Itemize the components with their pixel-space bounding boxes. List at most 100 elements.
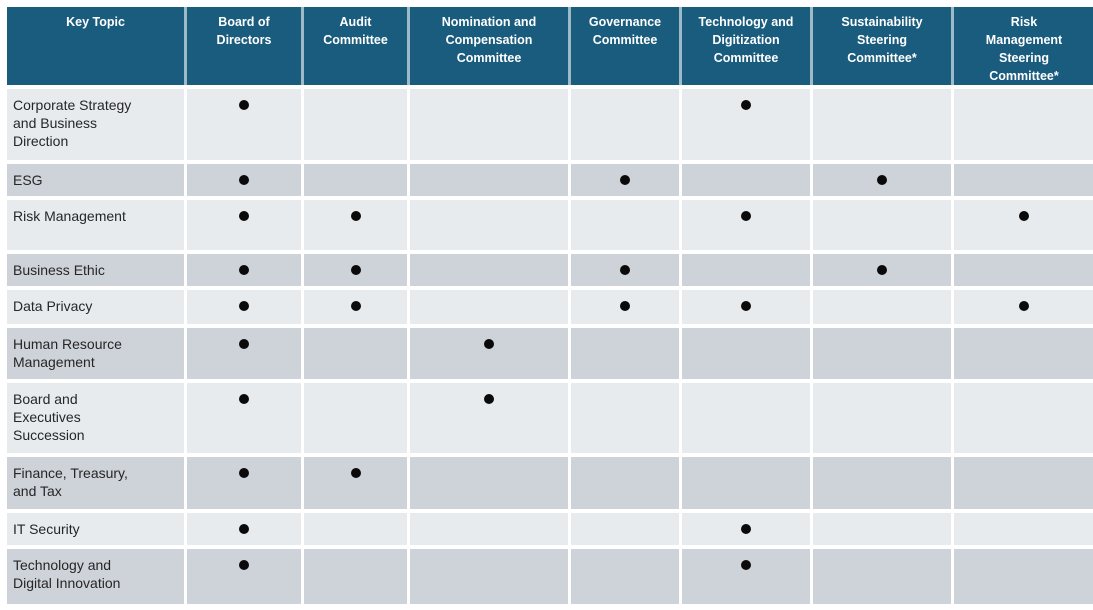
bullet-dot xyxy=(1019,211,1029,221)
mark-cell-sustainability_steering_committee xyxy=(813,457,951,509)
mark-cell-nomination_and_compensation_committee xyxy=(410,383,568,453)
mark-cell-audit_committee xyxy=(304,513,407,545)
bullet-dot xyxy=(741,211,751,221)
bullet-dot xyxy=(741,524,751,534)
header-cell-technology-and-digitization-committee: Technology and Digitization Committee xyxy=(682,7,810,85)
header-cell-key-topic: Key Topic xyxy=(7,7,184,85)
table-header-row: Key Topic Board of Directors Audit Commi… xyxy=(7,7,1093,85)
mark-cell-audit_committee xyxy=(304,200,407,250)
header-cell-risk-management-steering-committee: Risk Management Steering Committee* xyxy=(954,7,1093,85)
mark-cell-technology_and_digitization_committee xyxy=(682,164,810,196)
header-cell-audit-committee: Audit Committee xyxy=(304,7,407,85)
mark-cell-audit_committee xyxy=(304,164,407,196)
bullet-dot xyxy=(239,468,249,478)
header-cell-board-of-directors: Board of Directors xyxy=(187,7,301,85)
mark-cell-risk_management_steering_committee xyxy=(954,200,1093,250)
mark-cell-board_of_directors xyxy=(187,200,301,250)
mark-cell-audit_committee xyxy=(304,457,407,509)
mark-cell-audit_committee xyxy=(304,254,407,286)
bullet-dot xyxy=(620,265,630,275)
bullet-dot xyxy=(741,560,751,570)
mark-cell-audit_committee xyxy=(304,89,407,160)
table-row: Corporate Strategy and Business Directio… xyxy=(7,89,1093,160)
topic-cell: Risk Management xyxy=(7,200,184,250)
mark-cell-board_of_directors xyxy=(187,328,301,379)
header-cell-nomination-and-compensation-committee: Nomination and Compensation Committee xyxy=(410,7,568,85)
bullet-dot xyxy=(239,100,249,110)
mark-cell-board_of_directors xyxy=(187,254,301,286)
bullet-dot xyxy=(350,211,361,221)
mark-cell-risk_management_steering_committee xyxy=(954,457,1093,509)
mark-cell-sustainability_steering_committee xyxy=(813,290,951,324)
mark-cell-board_of_directors xyxy=(187,457,301,509)
mark-cell-nomination_and_compensation_committee xyxy=(410,290,568,324)
mark-cell-audit_committee xyxy=(304,383,407,453)
mark-cell-board_of_directors xyxy=(187,383,301,453)
header-cell-sustainability-steering-committee: Sustainability Steering Committee* xyxy=(813,7,951,85)
mark-cell-governance_committee xyxy=(571,328,679,379)
table-row: Business Ethic xyxy=(7,254,1093,286)
mark-cell-technology_and_digitization_committee xyxy=(682,383,810,453)
table-row: Finance, Treasury, and Tax xyxy=(7,457,1093,509)
mark-cell-technology_and_digitization_committee xyxy=(682,200,810,250)
committee-responsibility-table: Key Topic Board of Directors Audit Commi… xyxy=(7,7,1093,604)
topic-cell: IT Security xyxy=(7,513,184,545)
bullet-dot xyxy=(239,339,249,349)
topic-cell: Data Privacy xyxy=(7,290,184,324)
mark-cell-sustainability_steering_committee xyxy=(813,164,951,196)
mark-cell-nomination_and_compensation_committee xyxy=(410,254,568,286)
mark-cell-sustainability_steering_committee xyxy=(813,254,951,286)
mark-cell-audit_committee xyxy=(304,290,407,324)
table-row: IT Security xyxy=(7,513,1093,545)
mark-cell-risk_management_steering_committee xyxy=(954,513,1093,545)
mark-cell-nomination_and_compensation_committee xyxy=(410,200,568,250)
bullet-dot xyxy=(1019,301,1029,311)
topic-cell: Finance, Treasury, and Tax xyxy=(7,457,184,509)
table-row: Risk Management xyxy=(7,200,1093,250)
mark-cell-risk_management_steering_committee xyxy=(954,549,1093,604)
mark-cell-technology_and_digitization_committee xyxy=(682,328,810,379)
table-row: Technology and Digital Innovation xyxy=(7,549,1093,604)
mark-cell-board_of_directors xyxy=(187,513,301,545)
mark-cell-sustainability_steering_committee xyxy=(813,200,951,250)
mark-cell-audit_committee xyxy=(304,549,407,604)
mark-cell-governance_committee xyxy=(571,200,679,250)
mark-cell-sustainability_steering_committee xyxy=(813,328,951,379)
bullet-dot xyxy=(741,301,751,311)
mark-cell-risk_management_steering_committee xyxy=(954,290,1093,324)
mark-cell-technology_and_digitization_committee xyxy=(682,290,810,324)
table-row: Human Resource Management xyxy=(7,328,1093,379)
mark-cell-risk_management_steering_committee xyxy=(954,164,1093,196)
header-cell-governance-committee: Governance Committee xyxy=(571,7,679,85)
mark-cell-sustainability_steering_committee xyxy=(813,549,951,604)
mark-cell-governance_committee xyxy=(571,164,679,196)
mark-cell-audit_committee xyxy=(304,328,407,379)
topic-cell: Human Resource Management xyxy=(7,328,184,379)
bullet-dot xyxy=(239,524,249,534)
mark-cell-sustainability_steering_committee xyxy=(813,383,951,453)
bullet-dot xyxy=(239,301,249,311)
bullet-dot xyxy=(350,468,361,478)
mark-cell-technology_and_digitization_committee xyxy=(682,457,810,509)
mark-cell-board_of_directors xyxy=(187,549,301,604)
bullet-dot xyxy=(484,339,494,349)
bullet-dot xyxy=(350,265,361,275)
table-row: Board and Executives Succession xyxy=(7,383,1093,453)
mark-cell-governance_committee xyxy=(571,457,679,509)
topic-cell: Corporate Strategy and Business Directio… xyxy=(7,89,184,160)
mark-cell-nomination_and_compensation_committee xyxy=(410,164,568,196)
bullet-dot xyxy=(620,175,630,185)
mark-cell-technology_and_digitization_committee xyxy=(682,513,810,545)
mark-cell-nomination_and_compensation_committee xyxy=(410,328,568,379)
topic-cell: Technology and Digital Innovation xyxy=(7,549,184,604)
table-row: Data Privacy xyxy=(7,290,1093,324)
mark-cell-governance_committee xyxy=(571,89,679,160)
mark-cell-risk_management_steering_committee xyxy=(954,328,1093,379)
bullet-dot xyxy=(877,265,887,275)
bullet-dot xyxy=(741,100,751,110)
mark-cell-governance_committee xyxy=(571,290,679,324)
mark-cell-risk_management_steering_committee xyxy=(954,254,1093,286)
mark-cell-governance_committee xyxy=(571,513,679,545)
mark-cell-technology_and_digitization_committee xyxy=(682,549,810,604)
